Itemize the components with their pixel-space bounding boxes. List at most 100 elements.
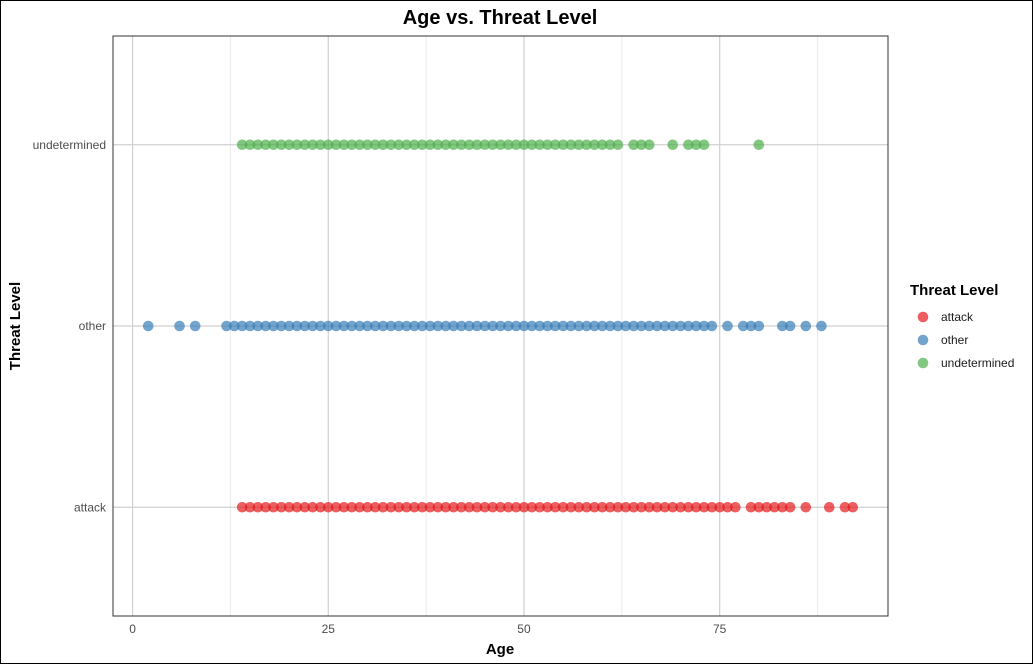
data-point-attack bbox=[252, 501, 264, 513]
data-point-attack bbox=[362, 501, 373, 513]
x-tick-label: 50 bbox=[517, 622, 531, 636]
data-point-attack bbox=[440, 501, 452, 513]
data-point-other bbox=[189, 320, 201, 332]
data-point-undetermined bbox=[252, 139, 264, 151]
data-point-attack bbox=[823, 501, 835, 513]
x-tick-label: 75 bbox=[713, 622, 727, 636]
data-point-attack bbox=[401, 501, 412, 513]
data-point-other bbox=[636, 320, 647, 332]
legend: Threat Level attack other undetermined bbox=[910, 282, 1014, 370]
data-point-undetermined bbox=[440, 139, 452, 151]
data-point-undetermined bbox=[596, 139, 608, 151]
data-point-attack bbox=[690, 501, 702, 513]
x-tick-label: 25 bbox=[322, 622, 336, 636]
data-point-undetermined bbox=[495, 139, 506, 151]
data-point-attack bbox=[839, 501, 851, 513]
data-point-other bbox=[698, 320, 710, 332]
data-point-other bbox=[604, 320, 616, 332]
data-point-other bbox=[471, 320, 483, 332]
data-point-undetermined bbox=[291, 139, 303, 151]
data-point-attack bbox=[518, 501, 530, 513]
data-point-other bbox=[745, 320, 757, 332]
data-point-undetermined bbox=[330, 139, 342, 151]
data-point-other bbox=[800, 320, 812, 332]
data-point-other bbox=[589, 320, 600, 332]
y-axis-ticks: attack other undetermined bbox=[33, 138, 107, 515]
x-axis-ticks: 0 25 50 75 bbox=[129, 622, 726, 636]
data-point-undetermined bbox=[612, 139, 624, 151]
data-point-other bbox=[432, 320, 444, 332]
data-point-undetermined bbox=[471, 139, 483, 151]
data-point-attack bbox=[291, 501, 303, 513]
legend-label-other: other bbox=[941, 333, 968, 347]
data-point-undetermined bbox=[636, 139, 647, 151]
data-point-undetermined bbox=[244, 139, 256, 151]
data-point-undetermined bbox=[456, 139, 467, 151]
data-point-attack bbox=[299, 501, 311, 513]
data-point-attack bbox=[761, 501, 772, 513]
data-point-attack bbox=[706, 501, 718, 513]
data-point-undetermined bbox=[393, 139, 405, 151]
data-point-attack bbox=[722, 501, 733, 513]
data-point-attack bbox=[581, 501, 592, 513]
data-point-undetermined bbox=[322, 139, 334, 151]
data-point-other bbox=[722, 320, 733, 332]
data-point-other bbox=[706, 320, 718, 332]
data-point-other bbox=[409, 320, 420, 332]
data-point-undetermined bbox=[268, 139, 279, 151]
data-point-attack bbox=[260, 501, 271, 513]
data-point-attack bbox=[369, 501, 381, 513]
data-point-attack bbox=[283, 501, 295, 513]
data-point-attack bbox=[276, 501, 287, 513]
data-point-other bbox=[683, 320, 694, 332]
data-point-other bbox=[753, 320, 765, 332]
data-point-other bbox=[244, 320, 256, 332]
data-point-undetermined bbox=[643, 139, 655, 151]
data-point-other bbox=[315, 320, 326, 332]
data-point-attack bbox=[354, 501, 365, 513]
data-point-attack bbox=[745, 501, 757, 513]
data-point-undetermined bbox=[315, 139, 326, 151]
data-point-attack bbox=[322, 501, 334, 513]
data-point-undetermined bbox=[236, 139, 248, 151]
data-point-undetermined bbox=[346, 139, 358, 151]
data-point-attack bbox=[714, 501, 725, 513]
data-point-other bbox=[816, 320, 827, 332]
legend-label-undetermined: undetermined bbox=[941, 356, 1014, 370]
data-point-other bbox=[291, 320, 303, 332]
data-point-other bbox=[424, 320, 436, 332]
data-point-other bbox=[448, 320, 459, 332]
data-point-undetermined bbox=[565, 139, 577, 151]
data-point-attack bbox=[667, 501, 679, 513]
data-point-other bbox=[174, 320, 185, 332]
data-point-other bbox=[549, 320, 561, 332]
data-point-undetermined bbox=[416, 139, 428, 151]
data-point-attack bbox=[730, 501, 741, 513]
data-point-other bbox=[628, 320, 639, 332]
y-axis-title: Threat Level bbox=[7, 282, 24, 370]
data-point-attack bbox=[612, 501, 624, 513]
data-point-other bbox=[479, 320, 491, 332]
data-point-other bbox=[416, 320, 428, 332]
data-point-undetermined bbox=[385, 139, 397, 151]
data-point-attack bbox=[643, 501, 655, 513]
data-point-attack bbox=[330, 501, 342, 513]
data-point-attack bbox=[636, 501, 647, 513]
data-point-other bbox=[354, 320, 365, 332]
legend-title: Threat Level bbox=[910, 282, 998, 299]
data-point-attack bbox=[456, 501, 467, 513]
data-point-undetermined bbox=[526, 139, 538, 151]
data-point-other bbox=[362, 320, 373, 332]
data-point-other bbox=[620, 320, 632, 332]
data-point-attack bbox=[236, 501, 248, 513]
data-point-undetermined bbox=[448, 139, 459, 151]
data-point-attack bbox=[628, 501, 639, 513]
data-point-attack bbox=[495, 501, 506, 513]
data-point-undetermined bbox=[432, 139, 444, 151]
data-point-attack bbox=[659, 501, 671, 513]
data-point-attack bbox=[675, 501, 686, 513]
data-point-attack bbox=[573, 501, 585, 513]
data-point-undetermined bbox=[369, 139, 381, 151]
